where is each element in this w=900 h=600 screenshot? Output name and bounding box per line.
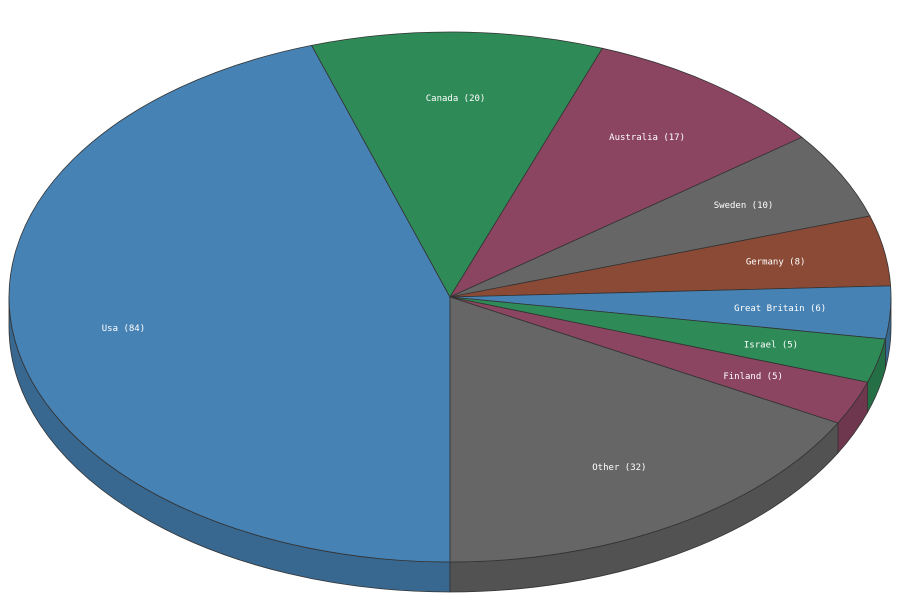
- slice: [449, 136, 871, 298]
- slice: [449, 296, 839, 563]
- slice: [448, 47, 803, 298]
- slice-label: Germany (8): [746, 258, 806, 268]
- slice-label: Australia (17): [609, 133, 685, 143]
- slice: [310, 31, 604, 298]
- slice-label: Sweden (10): [714, 201, 774, 211]
- slice-label: Other (32): [592, 463, 646, 473]
- slice-label: Canada (20): [426, 94, 486, 104]
- slice-label: Usa (84): [102, 324, 145, 334]
- slice-label: Finland (5): [723, 372, 783, 382]
- slice: [8, 44, 451, 563]
- slice-label: Israel (5): [744, 340, 798, 350]
- slice-label: Great Britain (6): [734, 304, 826, 314]
